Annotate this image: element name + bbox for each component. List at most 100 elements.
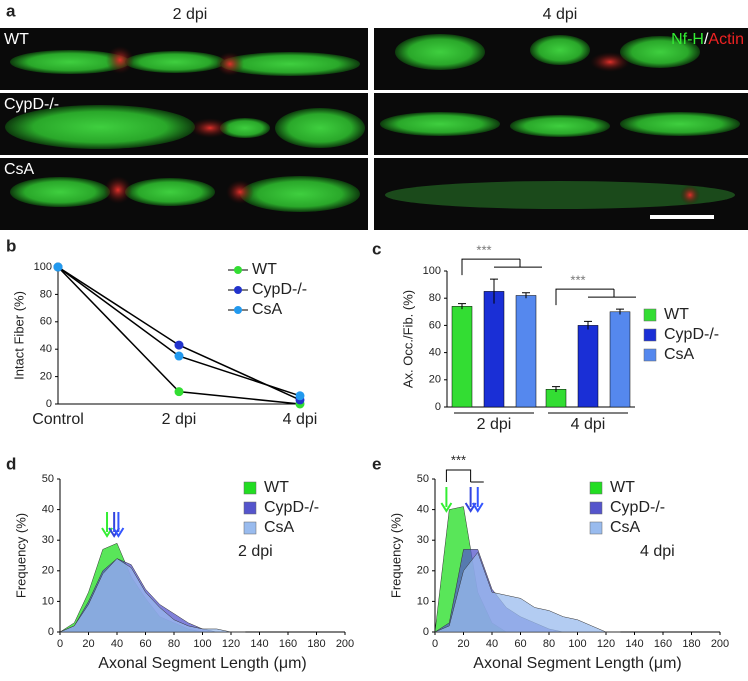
data-point xyxy=(174,387,184,397)
x-tick-label: Control xyxy=(32,411,84,428)
arrow-head xyxy=(112,527,125,538)
y-tick-label: 20 xyxy=(429,374,441,386)
y-tick-label: 60 xyxy=(429,319,441,331)
legend-label: CypD-/- xyxy=(664,326,719,343)
bar xyxy=(609,311,631,408)
legend-label: WT xyxy=(252,261,277,278)
significance-label: *** xyxy=(476,243,491,258)
row-label: CypD-/- xyxy=(4,96,59,113)
x-tick-label: 120 xyxy=(222,638,240,650)
error-bar xyxy=(458,303,466,310)
area xyxy=(434,551,621,633)
bar xyxy=(577,325,599,408)
legend-label: CsA xyxy=(264,519,295,536)
y-axis-label: Ax. Occ./Fib. (%) xyxy=(400,290,415,388)
stain-actin: Actin xyxy=(708,31,744,48)
row-label: WT xyxy=(4,31,29,48)
panel-label: e xyxy=(372,454,381,473)
panel-label: a xyxy=(6,1,16,20)
data-point xyxy=(295,391,305,401)
y-tick-label: 100 xyxy=(423,265,441,277)
error-bar xyxy=(584,320,592,330)
x-tick-label: 80 xyxy=(168,638,180,650)
y-tick-label: 80 xyxy=(40,288,52,300)
x-tick-label: 100 xyxy=(193,638,211,650)
y-tick-label: 0 xyxy=(423,626,429,638)
panel-label: d xyxy=(6,454,16,473)
legend-swatch xyxy=(643,348,657,362)
legend-label: CypD-/- xyxy=(264,499,319,516)
bar xyxy=(515,295,537,408)
x-tick-label: 160 xyxy=(654,638,672,650)
legend-label: WT xyxy=(610,479,635,496)
stain-nfh: Nf-H xyxy=(671,31,704,48)
significance-bracket xyxy=(555,288,636,306)
x-tick-label: 2 dpi xyxy=(477,416,512,433)
y-tick-label: 20 xyxy=(42,565,54,577)
x-tick-label: 20 xyxy=(457,638,469,650)
y-tick-label: 20 xyxy=(40,371,52,383)
y-tick-label: 20 xyxy=(417,565,429,577)
x-axis-label: Axonal Segment Length (μm) xyxy=(98,655,306,672)
legend-marker xyxy=(234,306,242,314)
x-tick-label: 180 xyxy=(307,638,325,650)
condition-label: 2 dpi xyxy=(238,543,273,560)
mean-arrow xyxy=(471,487,484,513)
y-tick-label: 50 xyxy=(42,473,54,485)
y-tick-label: 0 xyxy=(435,401,441,413)
x-tick-label: 0 xyxy=(57,638,63,650)
row-label: CsA xyxy=(4,161,35,178)
y-tick-label: 40 xyxy=(417,504,429,516)
x-tick-label: 60 xyxy=(514,638,526,650)
x-tick-label: 40 xyxy=(111,638,123,650)
legend-label: CypD-/- xyxy=(252,281,307,298)
error-bar xyxy=(490,278,498,304)
legend-label: WT xyxy=(664,306,689,323)
x-tick-label: 200 xyxy=(336,638,354,650)
column-label: 4 dpi xyxy=(543,6,578,23)
legend-swatch xyxy=(243,501,257,515)
panel-label: b xyxy=(6,236,16,255)
x-tick-label: 180 xyxy=(682,638,700,650)
micrographs xyxy=(0,28,748,230)
panel-label: c xyxy=(372,239,381,258)
significance-label: *** xyxy=(570,273,585,288)
y-axis-label: Frequency (%) xyxy=(388,513,403,598)
area xyxy=(59,558,246,633)
x-tick-label: 60 xyxy=(139,638,151,650)
legend-swatch xyxy=(243,521,257,535)
legend-marker xyxy=(234,266,242,274)
y-tick-label: 40 xyxy=(40,343,52,355)
bar xyxy=(483,291,505,408)
x-tick-label: 2 dpi xyxy=(162,411,197,428)
y-tick-label: 30 xyxy=(417,534,429,546)
mean-arrow xyxy=(464,487,477,513)
y-tick-label: 60 xyxy=(40,316,52,328)
x-tick-label: 140 xyxy=(625,638,643,650)
x-tick-label: 4 dpi xyxy=(571,416,606,433)
significance-bracket xyxy=(461,258,542,276)
legend-swatch xyxy=(589,481,603,495)
legend-swatch xyxy=(643,308,657,322)
mean-arrow xyxy=(101,512,113,538)
y-tick-label: 40 xyxy=(429,347,441,359)
legend-swatch xyxy=(589,521,603,535)
legend-marker xyxy=(234,286,242,294)
x-tick-label: 140 xyxy=(250,638,268,650)
column-label: 2 dpi xyxy=(173,6,208,23)
arrow-head xyxy=(471,502,484,513)
legend-label: CypD-/- xyxy=(610,499,665,516)
y-tick-label: 0 xyxy=(48,626,54,638)
legend-swatch xyxy=(243,481,257,495)
significance-bracket xyxy=(445,469,484,483)
x-tick-label: 100 xyxy=(568,638,586,650)
x-tick-label: 40 xyxy=(486,638,498,650)
x-tick-label: 80 xyxy=(543,638,555,650)
x-tick-label: 0 xyxy=(432,638,438,650)
x-tick-label: 120 xyxy=(597,638,615,650)
legend-label: WT xyxy=(264,479,289,496)
y-tick-label: 50 xyxy=(417,473,429,485)
bar xyxy=(451,306,473,408)
data-point xyxy=(174,351,184,361)
